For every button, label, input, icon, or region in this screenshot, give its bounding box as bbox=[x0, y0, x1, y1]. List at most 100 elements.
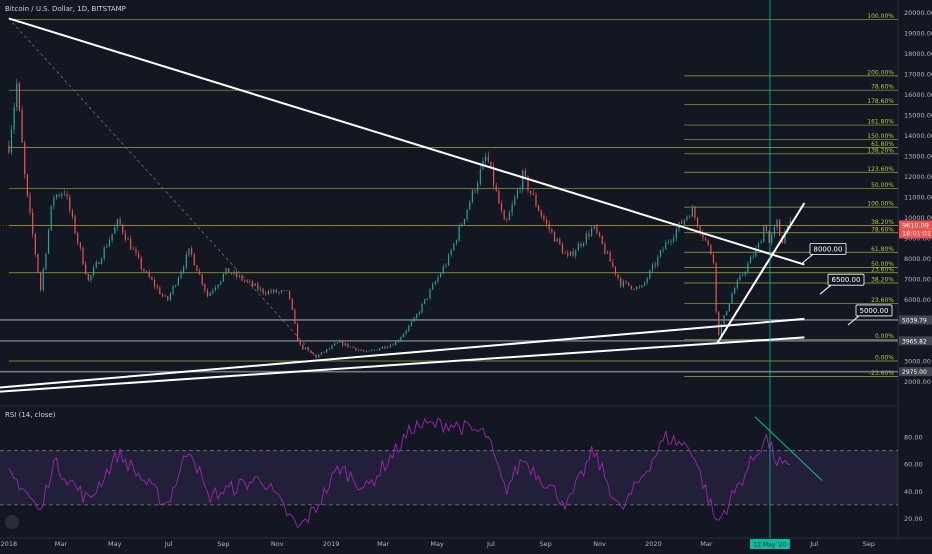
candle-body bbox=[138, 253, 140, 259]
candle-body bbox=[469, 202, 471, 210]
rsi-band bbox=[0, 450, 898, 505]
candle-body bbox=[689, 216, 691, 218]
candle-body bbox=[270, 290, 272, 293]
candle-body bbox=[21, 109, 23, 143]
candle-body bbox=[667, 242, 670, 243]
x-tick-label: Mar bbox=[377, 540, 390, 548]
candle-body bbox=[506, 219, 508, 221]
candle-body bbox=[371, 350, 373, 351]
candle-body bbox=[768, 231, 770, 243]
candle-body bbox=[37, 254, 39, 273]
candle-body bbox=[389, 344, 391, 348]
candle-body bbox=[13, 107, 15, 130]
candle-body bbox=[29, 195, 31, 213]
candle-body bbox=[752, 256, 754, 257]
candle-body bbox=[553, 231, 556, 242]
candle-body bbox=[765, 226, 768, 232]
candle-body bbox=[511, 204, 513, 213]
candle-body bbox=[604, 244, 606, 254]
candle-body bbox=[734, 287, 736, 294]
candle-body bbox=[108, 240, 111, 247]
candle-body bbox=[26, 174, 28, 196]
rsi-tick-label: 80.00 bbox=[904, 434, 923, 442]
candle-body bbox=[763, 226, 765, 242]
candle-body bbox=[421, 303, 423, 313]
candle-body bbox=[124, 232, 126, 240]
candle-body bbox=[251, 281, 254, 287]
x-tick-label: 2020 bbox=[645, 540, 662, 548]
candle-body bbox=[114, 227, 116, 234]
candle-body bbox=[95, 262, 97, 268]
price-axis bbox=[898, 0, 932, 550]
candle-body bbox=[538, 205, 540, 211]
fib-level-label: 150.00% bbox=[867, 133, 894, 140]
candle-body bbox=[757, 243, 760, 249]
candle-body bbox=[241, 275, 243, 281]
candle-body bbox=[55, 194, 58, 199]
candle-body bbox=[275, 289, 277, 293]
candle-body bbox=[784, 231, 786, 244]
candle-body bbox=[310, 350, 312, 353]
candle-body bbox=[641, 285, 643, 288]
candle-body bbox=[773, 227, 775, 235]
candle-body bbox=[259, 288, 262, 290]
candle-body bbox=[40, 272, 42, 290]
date-badge bbox=[749, 539, 790, 549]
candle-body bbox=[238, 275, 240, 277]
candle-body bbox=[328, 348, 330, 350]
candle-body bbox=[376, 349, 378, 351]
candle-body bbox=[368, 350, 370, 352]
candle-body bbox=[262, 288, 264, 294]
candle-body bbox=[331, 345, 333, 349]
candle-body bbox=[334, 343, 336, 346]
level-tag-label: 5039.79 bbox=[902, 317, 927, 324]
candle-body bbox=[424, 299, 426, 304]
candle-body bbox=[564, 253, 566, 254]
candle-body bbox=[622, 281, 624, 287]
candle-body bbox=[545, 219, 548, 224]
candle-body bbox=[699, 226, 701, 234]
candle-body bbox=[225, 268, 227, 275]
tradingview-logo-icon[interactable] bbox=[5, 515, 19, 529]
candle-body bbox=[789, 220, 791, 226]
fib-level-label: 100.00% bbox=[867, 201, 894, 208]
candle-body bbox=[243, 280, 246, 282]
candle-body bbox=[233, 271, 235, 274]
candle-body bbox=[177, 278, 179, 286]
candle-body bbox=[119, 219, 121, 225]
candle-body bbox=[296, 323, 299, 342]
candle-body bbox=[749, 256, 752, 264]
fib-level-label: 0.00% bbox=[875, 354, 894, 361]
candle-body bbox=[670, 241, 672, 243]
candle-body bbox=[455, 240, 458, 244]
candle-body bbox=[585, 233, 587, 244]
candle-body bbox=[318, 354, 320, 358]
candle-body bbox=[209, 292, 211, 296]
candle-body bbox=[495, 185, 497, 191]
candle-body bbox=[715, 262, 717, 312]
candle-body bbox=[723, 315, 725, 325]
candle-body bbox=[249, 281, 251, 282]
candle-body bbox=[704, 237, 707, 241]
x-tick-label: Jul bbox=[164, 540, 173, 548]
candle-body bbox=[744, 271, 746, 275]
candle-body bbox=[659, 250, 662, 257]
candle-body bbox=[169, 293, 172, 300]
candle-body bbox=[405, 330, 407, 334]
candle-body bbox=[720, 324, 723, 336]
candle-body bbox=[522, 170, 524, 190]
candle-body bbox=[61, 194, 63, 197]
candle-body bbox=[74, 216, 76, 234]
candle-body bbox=[612, 261, 614, 267]
candle-body bbox=[135, 249, 137, 254]
candle-body bbox=[85, 264, 87, 275]
candle-body bbox=[426, 298, 428, 300]
level-tag-label: 3965.82 bbox=[902, 338, 927, 345]
candle-body bbox=[373, 349, 375, 351]
candle-body bbox=[577, 243, 579, 251]
candle-body bbox=[726, 311, 728, 316]
candle-body bbox=[559, 238, 561, 245]
candle-body bbox=[569, 251, 572, 256]
